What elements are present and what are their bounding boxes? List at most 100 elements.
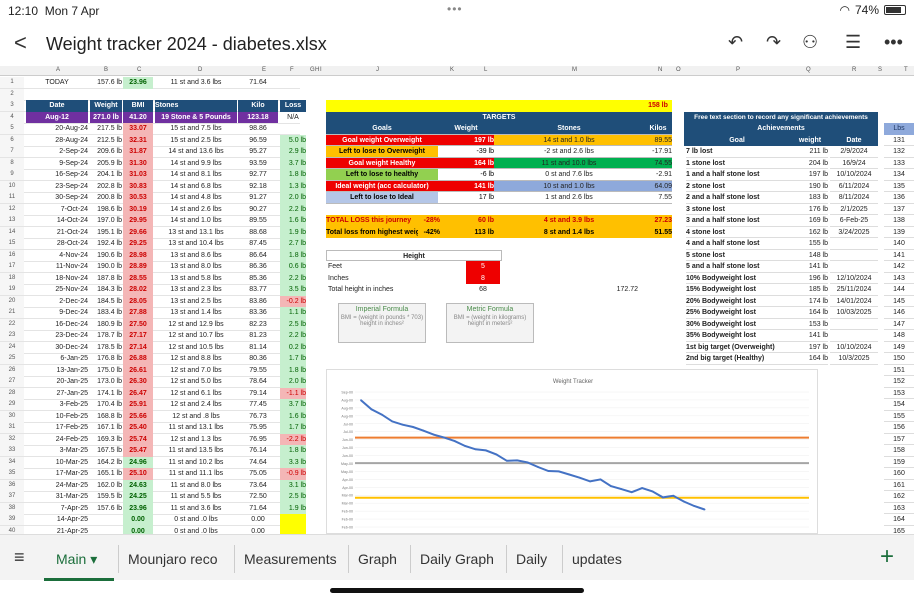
- target-cell-s[interactable]: Stones: [494, 123, 644, 135]
- ach-weight[interactable]: 155 lb: [790, 238, 828, 250]
- lbs-value[interactable]: 153: [884, 388, 914, 399]
- cell-w[interactable]: 183.4 lb: [97, 309, 122, 316]
- target-cell-w[interactable]: 17 lb: [438, 192, 494, 204]
- target-cell-w[interactable]: Weight: [438, 123, 494, 135]
- cell-l[interactable]: 0.6 lb: [280, 261, 306, 273]
- cell-k[interactable]: 75.95: [249, 424, 267, 431]
- target-cell-k[interactable]: 7.55: [644, 192, 672, 204]
- cell-w[interactable]: [90, 514, 122, 526]
- cell-l[interactable]: -1.1 lb: [280, 387, 306, 399]
- cell-d[interactable]: 14-Apr-25: [56, 516, 88, 523]
- row-number[interactable]: 40: [0, 525, 24, 534]
- row-number[interactable]: 29: [0, 399, 24, 411]
- cell-s[interactable]: 13 st and 10.4 lbs: [168, 240, 224, 247]
- cell-l[interactable]: 2.0 lb: [280, 192, 306, 204]
- cell-s[interactable]: 0 st and .0 lbs: [174, 516, 218, 523]
- cell-b[interactable]: 23.96: [123, 77, 153, 89]
- cell-b[interactable]: 31.03: [123, 169, 153, 181]
- lbs-value[interactable]: 143: [884, 273, 914, 284]
- row-number[interactable]: 10: [0, 180, 24, 192]
- cell-s[interactable]: 12 st and 2.4 lbs: [170, 401, 222, 408]
- target-cell-k[interactable]: 89.55: [644, 134, 672, 146]
- target-cell-g[interactable]: Left to lose to Overweight: [326, 146, 438, 158]
- cell-d[interactable]: 14-Oct-24: [56, 217, 88, 224]
- lbs-value[interactable]: 155: [884, 411, 914, 422]
- cell-w[interactable]: 174.1 lb: [97, 389, 122, 397]
- cell-l[interactable]: 2.5 lb: [280, 318, 306, 330]
- cell-d[interactable]: 28-Oct-24: [56, 240, 88, 247]
- cell-w[interactable]: 190.0 lb: [97, 263, 122, 270]
- ach-date[interactable]: 14/01/2024: [830, 296, 878, 307]
- cell-b[interactable]: 0.00: [123, 525, 153, 534]
- cell-b[interactable]: 31.30: [123, 157, 153, 169]
- cell-w[interactable]: 157.6 lb: [97, 79, 122, 86]
- cell-w[interactable]: 212.5 lb: [97, 136, 122, 144]
- target-cell-k[interactable]: -17.91: [644, 146, 672, 158]
- lbs-value[interactable]: 149: [884, 342, 914, 353]
- total-stones[interactable]: 4 st and 3.9 lbs: [494, 215, 644, 227]
- cell-k[interactable]: 75.05: [249, 470, 267, 477]
- cell-s[interactable]: 14 st and 6.8 lbs: [170, 182, 222, 190]
- lbs-value[interactable]: 142: [884, 261, 914, 273]
- cell-w[interactable]: 167.1 lb: [97, 424, 122, 431]
- cell-k[interactable]: 80.36: [249, 355, 267, 362]
- cell-w[interactable]: 159.5 lb: [97, 493, 122, 500]
- cell-b[interactable]: 25.47: [123, 445, 153, 457]
- cell-b[interactable]: 27.88: [123, 307, 153, 319]
- cell-l[interactable]: [280, 514, 306, 526]
- cell-k[interactable]: 81.23: [249, 332, 267, 339]
- cell-s[interactable]: 13 st and 8.6 lbs: [170, 251, 222, 259]
- ach-weight[interactable]: 197 lb: [790, 342, 828, 353]
- lbs-value[interactable]: 152: [884, 376, 914, 388]
- cell-b[interactable]: 29.25: [123, 238, 153, 250]
- lbs-value[interactable]: 162: [884, 491, 914, 503]
- cell-b[interactable]: 29.95: [123, 215, 153, 227]
- cell-w[interactable]: 209.6 lb: [97, 148, 122, 155]
- cell-l[interactable]: [280, 123, 306, 135]
- cell-l[interactable]: 1.8 lb: [280, 169, 306, 181]
- lbs-value[interactable]: 134: [884, 169, 914, 181]
- ach-date[interactable]: 8/11/2024: [830, 192, 878, 204]
- cell-l[interactable]: 5.0 lb: [280, 134, 306, 146]
- cell-k[interactable]: 96.59: [249, 136, 267, 144]
- cell-k[interactable]: 89.55: [249, 217, 267, 224]
- cell-k[interactable]: 82.23: [249, 320, 267, 328]
- cell-k[interactable]: 79.55: [249, 366, 267, 374]
- cell-d[interactable]: 17-Feb-25: [55, 424, 88, 431]
- column-header[interactable]: I: [320, 67, 322, 73]
- column-header[interactable]: F: [290, 67, 294, 73]
- row-number[interactable]: 5: [0, 123, 24, 135]
- row-number[interactable]: 33: [0, 445, 24, 457]
- cell-k[interactable]: 123.18: [238, 111, 278, 123]
- cell-b[interactable]: 28.05: [123, 295, 153, 307]
- column-header[interactable]: E: [262, 67, 267, 73]
- row-number[interactable]: 14: [0, 226, 24, 238]
- cell-d[interactable]: 4-Nov-24: [59, 251, 88, 259]
- ach-weight[interactable]: 185 lb: [790, 284, 828, 296]
- cell-b[interactable]: 26.47: [123, 387, 153, 399]
- cell-l[interactable]: 2.5 lb: [280, 491, 306, 503]
- cell-w[interactable]: 271.0 lb: [90, 111, 122, 123]
- lbs-value[interactable]: 151: [884, 365, 914, 376]
- cell-s[interactable]: 13 st and 8.0 lbs: [170, 263, 222, 270]
- ach-weight[interactable]: 190 lb: [790, 181, 828, 192]
- target-cell-s[interactable]: 1 st and 2.6 lbs: [494, 192, 644, 204]
- lbs-value[interactable]: 161: [884, 480, 914, 491]
- ach-goal[interactable]: 25% Bodyweight lost: [686, 307, 790, 319]
- row-number[interactable]: 30: [0, 410, 24, 422]
- total-kilos[interactable]: 27.23: [644, 215, 672, 227]
- lbs-value[interactable]: 150: [884, 353, 914, 365]
- cell-w[interactable]: 176.8 lb: [97, 355, 122, 362]
- row-number[interactable]: 31: [0, 422, 24, 434]
- cell-l[interactable]: 0.2 lb: [280, 341, 306, 353]
- target-cell-s[interactable]: 10 st and 1.0 lbs: [494, 180, 644, 192]
- ach-date[interactable]: 6-Feb-25: [830, 215, 878, 227]
- cell-b[interactable]: 41.20: [123, 111, 153, 123]
- target-cell-g[interactable]: Left to lose to Ideal: [326, 192, 438, 204]
- cell-w[interactable]: 173.0 lb: [97, 378, 122, 385]
- column-header[interactable]: J: [376, 67, 379, 73]
- ach-date[interactable]: [830, 250, 878, 261]
- ach-weight[interactable]: 164 lb: [790, 307, 828, 319]
- cell-s[interactable]: 15 st and 7.5 lbs: [170, 125, 222, 132]
